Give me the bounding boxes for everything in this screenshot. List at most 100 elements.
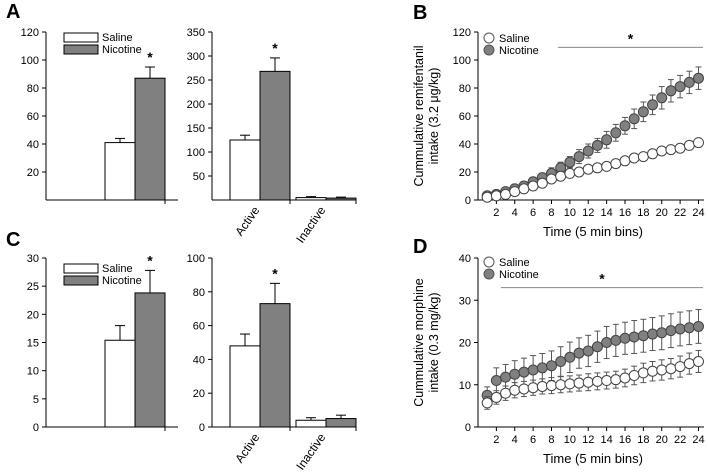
y-axis-label: Cummulative morphineintake (0.3 mg/kg) bbox=[412, 278, 441, 407]
y-tick-label: 40 bbox=[27, 139, 39, 151]
point-saline bbox=[518, 383, 530, 395]
point-nicotine bbox=[619, 120, 631, 132]
point-nicotine bbox=[647, 99, 659, 111]
point-nicotine bbox=[582, 345, 594, 357]
x-tick-label: 18 bbox=[637, 207, 649, 219]
point-nicotine bbox=[582, 145, 594, 157]
point-saline bbox=[637, 151, 649, 163]
y-tick-label: 50 bbox=[193, 171, 205, 183]
bar-nicotine bbox=[134, 292, 166, 428]
y-tick-label: 20 bbox=[193, 388, 205, 400]
point-saline bbox=[665, 144, 677, 156]
point-saline bbox=[500, 188, 512, 200]
bar-saline bbox=[229, 345, 261, 428]
point-nicotine bbox=[665, 325, 677, 337]
x-tick-label: 4 bbox=[512, 207, 518, 219]
significance-star: * bbox=[147, 49, 153, 65]
category-label: Active bbox=[232, 203, 262, 238]
y-tick-label: 10 bbox=[459, 380, 471, 392]
y-tick-label: 20 bbox=[459, 167, 471, 179]
point-saline bbox=[509, 186, 521, 198]
y-tick-label: 0 bbox=[465, 422, 471, 434]
y-tick-label: 300 bbox=[187, 51, 205, 63]
point-saline bbox=[573, 166, 585, 178]
y-tick-label: 60 bbox=[27, 111, 39, 123]
point-saline bbox=[509, 384, 521, 396]
y-axis-label: Cummulative remifentanilintake (3.2 μg/k… bbox=[412, 45, 441, 186]
point-nicotine bbox=[509, 368, 521, 380]
point-saline bbox=[674, 142, 686, 154]
panel-label-a: A bbox=[6, 1, 20, 23]
point-saline bbox=[591, 162, 603, 174]
x-tick-label: 16 bbox=[619, 207, 631, 219]
category-label: Inactive bbox=[293, 430, 328, 472]
point-saline bbox=[683, 139, 695, 151]
point-saline bbox=[674, 361, 686, 373]
bar-nicotine bbox=[259, 303, 291, 428]
point-nicotine bbox=[628, 113, 640, 125]
point-nicotine bbox=[564, 351, 576, 363]
point-saline bbox=[582, 376, 594, 388]
x-tick-label: 24 bbox=[692, 434, 704, 446]
x-tick-label: 24 bbox=[692, 207, 704, 219]
y-tick-label: 100 bbox=[453, 55, 471, 67]
legend-swatch-nicotine bbox=[63, 275, 99, 286]
point-nicotine bbox=[591, 139, 603, 151]
bar-saline bbox=[295, 419, 327, 428]
point-saline bbox=[656, 145, 668, 157]
point-nicotine bbox=[683, 322, 695, 334]
x-tick-label: 8 bbox=[548, 434, 554, 446]
bar-saline bbox=[295, 197, 327, 201]
significance-star: * bbox=[599, 271, 605, 287]
y-tick-label: 20 bbox=[459, 338, 471, 350]
point-saline bbox=[527, 180, 539, 192]
y-tick-label: 120 bbox=[453, 27, 471, 39]
x-axis-label: Time (5 min bins) bbox=[543, 224, 643, 239]
point-nicotine bbox=[656, 327, 668, 339]
y-tick-label: 60 bbox=[459, 111, 471, 123]
point-nicotine bbox=[610, 334, 622, 346]
legend-label-nicotine: Nicotine bbox=[499, 45, 539, 57]
point-saline bbox=[619, 155, 631, 167]
point-saline bbox=[564, 167, 576, 179]
point-saline bbox=[610, 374, 622, 386]
panel-label-d: D bbox=[413, 236, 427, 258]
x-tick-label: 12 bbox=[582, 207, 594, 219]
x-tick-label: 20 bbox=[656, 434, 668, 446]
category-label: Inactive bbox=[293, 203, 328, 245]
x-tick-label: 2 bbox=[493, 207, 499, 219]
point-saline bbox=[656, 364, 668, 376]
point-saline bbox=[692, 137, 704, 149]
point-nicotine bbox=[601, 134, 613, 146]
point-saline bbox=[628, 152, 640, 164]
point-nicotine bbox=[545, 360, 557, 372]
point-nicotine bbox=[674, 323, 686, 335]
legend-label-saline: Saline bbox=[102, 32, 133, 44]
y-tick-label: 80 bbox=[459, 83, 471, 95]
point-nicotine bbox=[564, 156, 576, 168]
y-tick-label: 0 bbox=[33, 422, 39, 434]
x-tick-label: 10 bbox=[564, 434, 576, 446]
point-nicotine bbox=[555, 356, 567, 368]
point-saline bbox=[518, 183, 530, 195]
point-saline bbox=[500, 387, 512, 399]
point-nicotine bbox=[518, 366, 530, 378]
x-tick-label: 20 bbox=[656, 207, 668, 219]
point-saline bbox=[610, 158, 622, 170]
point-saline bbox=[555, 170, 567, 182]
legend-marker-nicotine bbox=[483, 44, 495, 56]
y-tick-label: 0 bbox=[199, 422, 205, 434]
y-tick-label: 250 bbox=[187, 75, 205, 87]
legend-marker-saline bbox=[483, 256, 495, 268]
legend-swatch-nicotine bbox=[63, 44, 99, 55]
point-saline bbox=[481, 397, 493, 409]
y-tick-label: 20 bbox=[27, 309, 39, 321]
point-saline bbox=[490, 190, 502, 202]
x-tick-label: 8 bbox=[548, 207, 554, 219]
point-saline bbox=[665, 363, 677, 375]
y-tick-label: 25 bbox=[27, 281, 39, 293]
y-tick-label: 100 bbox=[187, 253, 205, 265]
point-nicotine bbox=[573, 151, 585, 163]
legend-swatch-saline bbox=[63, 263, 99, 274]
